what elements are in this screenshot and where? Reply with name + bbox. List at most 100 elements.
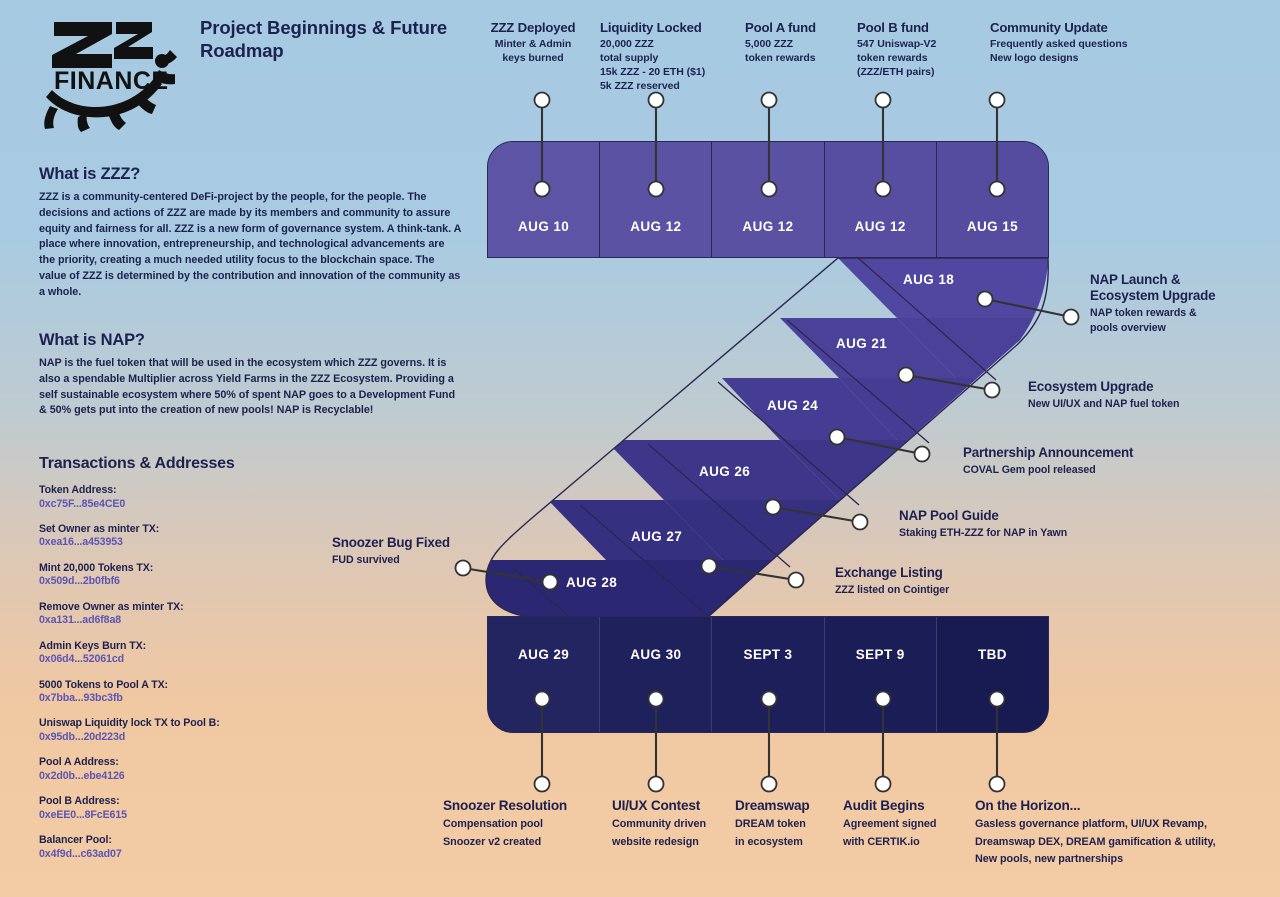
callout-dreamswap: Dreamswap DREAM token in ecosystem <box>735 798 845 851</box>
callout-body: Compensation pool Snoozer v2 created <box>443 818 543 848</box>
about-zzz-heading: What is ZZZ? <box>39 165 141 183</box>
callout-body: Staking ETH-ZZZ for NAP in Yawn <box>899 527 1068 540</box>
callout-title: Liquidity Locked <box>600 20 702 35</box>
callout-title: NAP Pool Guide <box>899 508 999 523</box>
segment-date: AUG 24 <box>767 398 819 413</box>
transaction-label: 5000 Tokens to Pool A TX: <box>39 678 168 691</box>
timeline-segment[interactable]: AUG 10 <box>488 142 601 257</box>
callout-zzz-deployed: ZZZ Deployed Minter & Admin keys burned <box>472 20 594 66</box>
timeline-segment[interactable]: AUG 15 <box>936 142 1049 257</box>
transaction-hash[interactable]: 0xea16...a453953 <box>39 536 123 549</box>
transaction-label: Mint 20,000 Tokens TX: <box>39 561 154 574</box>
segment-date: AUG 12 <box>742 219 794 234</box>
transaction-row: Pool B Address: 0xeEE0...8FcE615 <box>39 795 309 822</box>
callout-title: Dreamswap <box>735 798 810 813</box>
transaction-hash[interactable]: 0x7bba...93bc3fb <box>39 692 123 705</box>
transaction-hash[interactable]: 0xa131...ad6f8a8 <box>39 614 122 627</box>
callout-on-the-horizon: On the Horizon... Gasless governance pla… <box>975 798 1265 869</box>
transaction-row: Token Address: 0xc75F...85e4CE0 <box>39 484 309 511</box>
transaction-label: Token Address: <box>39 484 117 496</box>
callout-title: Snoozer Bug Fixed <box>332 535 450 550</box>
callout-body: NAP token rewards & pools overview <box>1090 307 1197 334</box>
callout-body: Gasless governance platform, UI/UX Revam… <box>975 818 1216 866</box>
timeline-bottom-bar: AUG 29 AUG 30 SEPT 3 SEPT 9 TBD <box>487 616 1049 733</box>
callout-audit-begins: Audit Begins Agreement signed with CERTIK… <box>843 798 963 851</box>
timeline-segment[interactable]: SEPT 9 <box>824 617 937 732</box>
transaction-row: Set Owner as minter TX: 0xea16...a453953 <box>39 523 309 550</box>
callout-title: On the Horizon... <box>975 798 1081 813</box>
transaction-label: Admin Keys Burn TX: <box>39 639 146 652</box>
callout-body: FUD survived <box>332 554 400 567</box>
transaction-hash[interactable]: 0x509d...2b0fbf6 <box>39 575 120 588</box>
timeline-segment[interactable]: AUG 30 <box>600 617 713 732</box>
transaction-hash[interactable]: 0xeEE0...8FcE615 <box>39 808 127 821</box>
callout-body: Minter & Admin keys burned <box>494 37 572 64</box>
transaction-hash[interactable]: 0x95db...20d223d <box>39 730 126 743</box>
callout-title: Pool B fund <box>857 20 929 35</box>
callout-body: New UI/UX and NAP fuel token <box>1028 398 1180 411</box>
callout-uiux-contest: UI/UX Contest Community driven website re… <box>612 798 737 851</box>
callout-nap-launch: NAP Launch & Ecosystem Upgrade NAP token … <box>1090 272 1280 335</box>
transaction-hash[interactable]: 0x4f9d...c63ad07 <box>39 847 122 860</box>
callout-title: NAP Launch & Ecosystem Upgrade <box>1090 272 1216 304</box>
transaction-hash[interactable]: 0x2d0b...ebe4126 <box>39 769 125 782</box>
transactions-section: Transactions & Addresses Token Address: 0… <box>39 455 309 873</box>
timeline-segment[interactable]: AUG 29 <box>488 617 601 732</box>
callout-nap-pool-guide: NAP Pool Guide Staking ETH-ZZZ for NAP i… <box>899 508 1199 541</box>
segment-date: SEPT 3 <box>743 647 793 662</box>
callout-body: 547 Uniswap-V2 token rewards (ZZZ/ETH pair… <box>857 37 937 78</box>
transaction-row: Balancer Pool: 0x4f9d...c63ad07 <box>39 834 309 861</box>
segment-date: AUG 12 <box>630 219 682 234</box>
about-nap-heading: What is NAP? <box>39 331 145 349</box>
transaction-row: Admin Keys Burn TX: 0x06d4...52061cd <box>39 640 309 667</box>
about-nap-section: What is NAP? NAP is the fuel token that … <box>39 331 459 419</box>
transaction-label: Remove Owner as minter TX: <box>39 600 184 613</box>
callout-ecosystem-upgrade: Ecosystem Upgrade New UI/UX and NAP fuel… <box>1028 379 1278 412</box>
callout-partnership-announcement: Partnership Announcement COVAL Gem pool … <box>963 445 1263 478</box>
segment-date: AUG 21 <box>836 336 888 351</box>
callout-body: Frequently asked questions New logo desig… <box>990 37 1128 64</box>
callout-title: Partnership Announcement <box>963 445 1134 460</box>
segment-date: AUG 10 <box>518 219 570 234</box>
callout-body: ZZZ listed on Cointiger <box>835 584 950 597</box>
transactions-list: Token Address: 0xc75F...85e4CE0 Set Owner … <box>39 484 309 861</box>
callout-pool-a-fund: Pool A fund 5,000 ZZZ token rewards <box>745 20 850 66</box>
about-zzz-body: ZZZ is a community-centered DeFi-project… <box>39 191 461 298</box>
connector-stems <box>462 100 1072 784</box>
callout-snoozer-bug-fixed: Snoozer Bug Fixed FUD survived <box>332 535 562 568</box>
callout-title: Snoozer Resolution <box>443 798 568 813</box>
transactions-heading: Transactions & Addresses <box>39 455 235 472</box>
timeline-segment[interactable]: AUG 12 <box>824 142 937 257</box>
callout-body: 20,000 ZZZ total supply 15k ZZZ - 20 ETH (… <box>600 37 706 92</box>
segment-date: TBD <box>977 647 1007 662</box>
callout-body: Community driven website redesign <box>612 818 706 848</box>
transaction-row: Mint 20,000 Tokens TX: 0x509d...2b0fbf6 <box>39 562 309 589</box>
segment-date: AUG 26 <box>699 464 751 479</box>
segment-date: AUG 15 <box>966 219 1018 234</box>
transaction-row: Uniswap Liquidity lock TX to Pool B: 0x95… <box>39 717 309 744</box>
segment-date: AUG 18 <box>903 272 955 287</box>
segment-date: AUG 12 <box>854 219 906 234</box>
callout-title: UI/UX Contest <box>612 798 701 813</box>
callout-title: Pool A fund <box>745 20 816 35</box>
transaction-hash[interactable]: 0x06d4...52061cd <box>39 653 124 666</box>
callout-title: Audit Begins <box>843 798 925 813</box>
callout-pool-b-fund: Pool B fund 547 Uniswap-V2 token rewards(… <box>857 20 972 80</box>
callout-body: DREAM token in ecosystem <box>735 818 806 848</box>
segment-date: AUG 27 <box>631 529 683 544</box>
zzz-finance-logo: FINANCE <box>36 14 196 132</box>
transaction-label: Pool B Address: <box>39 795 120 808</box>
transaction-label: Balancer Pool: <box>39 834 112 847</box>
callout-body: COVAL Gem pool released <box>963 464 1096 477</box>
transaction-row: Remove Owner as minter TX: 0xa131...ad6f8… <box>39 601 309 628</box>
transaction-row: 5000 Tokens to Pool A TX: 0x7bba...93bc3f… <box>39 679 309 706</box>
transaction-hash[interactable]: 0xc75F...85e4CE0 <box>39 497 126 510</box>
segment-date: SEPT 9 <box>855 647 905 662</box>
segment-date: AUG 29 <box>518 647 570 662</box>
timeline-segment[interactable]: TBD <box>936 617 1049 732</box>
transaction-label: Uniswap Liquidity lock TX to Pool B: <box>39 717 220 730</box>
callout-title: Exchange Listing <box>835 565 943 580</box>
callout-community-update: Community Update Frequently asked questi… <box>990 20 1170 66</box>
